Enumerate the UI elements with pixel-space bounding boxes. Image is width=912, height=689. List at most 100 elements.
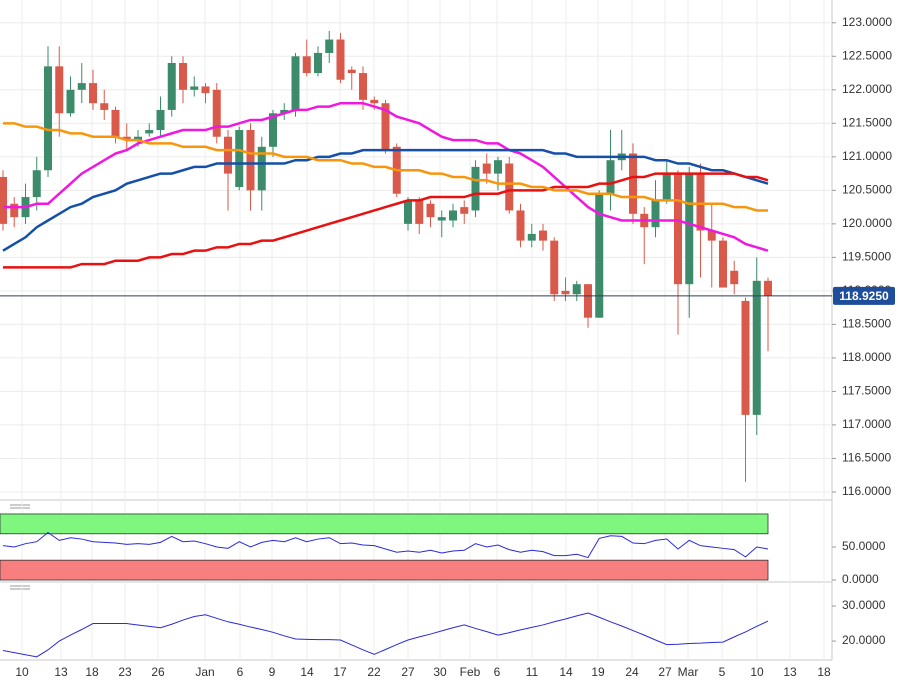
threshold-band bbox=[0, 513, 769, 535]
y-tick-label: 122.5000 bbox=[842, 48, 892, 62]
candle-body bbox=[257, 146, 266, 191]
y-tick-label: 117.5000 bbox=[842, 384, 891, 398]
candle-body bbox=[44, 66, 52, 171]
indicator-line bbox=[2, 531, 769, 559]
candle-body bbox=[302, 56, 311, 74]
candle-body bbox=[66, 89, 75, 114]
candle-body bbox=[527, 233, 536, 241]
y-tick-label: 121.0000 bbox=[842, 149, 892, 163]
candle-body bbox=[460, 207, 469, 214]
candle-body bbox=[0, 176, 7, 224]
moving-average bbox=[3, 122, 768, 212]
last-price-box bbox=[833, 286, 895, 305]
candle-body bbox=[730, 270, 739, 285]
y-tick-label: 117.0000 bbox=[842, 417, 891, 431]
x-tick-label: 17 bbox=[333, 665, 347, 679]
candle-body bbox=[707, 230, 716, 241]
candle-body bbox=[370, 99, 379, 104]
y-tick-label: 20.0000 bbox=[842, 633, 886, 647]
y-tick-label: 116.5000 bbox=[842, 451, 891, 465]
x-tick-label: 6 bbox=[237, 665, 244, 679]
x-tick-label: 18 bbox=[85, 665, 99, 679]
candle-body bbox=[606, 160, 615, 194]
x-tick-label: 14 bbox=[559, 665, 573, 679]
candle-body bbox=[145, 130, 154, 134]
candle-body bbox=[77, 83, 86, 90]
candle-body bbox=[246, 130, 255, 191]
y-tick-label: 122.0000 bbox=[842, 82, 892, 96]
x-tick-label: 26 bbox=[151, 665, 165, 679]
candle-body bbox=[764, 280, 772, 296]
x-tick-label: Jan bbox=[195, 665, 214, 679]
x-tick-label: 6 bbox=[494, 665, 501, 679]
candle-body bbox=[32, 170, 41, 198]
candle-body bbox=[122, 136, 131, 141]
candle-body bbox=[505, 163, 514, 211]
candle-body bbox=[494, 160, 502, 174]
candle-body bbox=[111, 109, 120, 137]
candle-body bbox=[674, 173, 682, 285]
threshold-band bbox=[0, 559, 769, 581]
mark-layer bbox=[0, 30, 832, 658]
candle-body bbox=[179, 63, 187, 90]
candle-body bbox=[190, 86, 199, 90]
candle-body bbox=[539, 230, 547, 241]
x-tick-label: 24 bbox=[625, 665, 639, 679]
x-tick-label: 23 bbox=[118, 665, 132, 679]
x-tick-label: 27 bbox=[401, 665, 415, 679]
candle-body bbox=[314, 52, 322, 74]
candle-body bbox=[482, 163, 491, 174]
candle-body bbox=[415, 200, 424, 224]
x-tick-label: Mar bbox=[678, 665, 699, 679]
candle-body bbox=[100, 103, 109, 110]
candle-body bbox=[404, 200, 412, 224]
candle-body bbox=[584, 284, 592, 318]
candle-body bbox=[651, 200, 660, 228]
x-tick-label: Feb bbox=[460, 665, 481, 679]
x-tick-label: 11 bbox=[526, 665, 539, 679]
x-tick-label: 5 bbox=[719, 665, 726, 679]
candle-body bbox=[235, 130, 244, 187]
candle-body bbox=[359, 73, 367, 100]
x-tick-label: 10 bbox=[15, 665, 29, 679]
moving-average bbox=[3, 172, 769, 269]
candle-body bbox=[336, 39, 345, 80]
y-tick-label: 50.0000 bbox=[842, 539, 886, 553]
y-tick-label: 120.0000 bbox=[842, 216, 892, 230]
x-tick-label: 14 bbox=[300, 665, 314, 679]
x-tick-label: 18 bbox=[817, 665, 831, 679]
x-tick-label: 13 bbox=[783, 665, 797, 679]
y-tick-label: 121.5000 bbox=[842, 115, 892, 129]
candle-body bbox=[134, 136, 142, 141]
candle-body bbox=[325, 39, 334, 53]
drag-handle[interactable] bbox=[10, 585, 30, 590]
candle-body bbox=[224, 136, 232, 174]
y-tick-label: 119.5000 bbox=[842, 250, 891, 264]
candle-body bbox=[89, 83, 97, 104]
candle-body bbox=[629, 153, 637, 214]
x-tick-label: 19 bbox=[591, 665, 605, 679]
candle-body bbox=[347, 69, 356, 74]
candle-body bbox=[10, 203, 19, 218]
x-tick-label: 13 bbox=[54, 665, 68, 679]
y-tick-label: 30.0000 bbox=[842, 598, 886, 612]
candle-body bbox=[561, 290, 570, 295]
candle-body bbox=[449, 210, 457, 221]
y-tick-label: 120.5000 bbox=[842, 183, 892, 197]
x-tick-label: 22 bbox=[367, 665, 381, 679]
candle-body bbox=[550, 240, 559, 295]
y-tick-label: 116.0000 bbox=[842, 484, 891, 498]
moving-average bbox=[2, 148, 769, 252]
candle-body bbox=[595, 193, 604, 318]
drag-handle[interactable] bbox=[10, 504, 30, 509]
candle-body bbox=[55, 66, 64, 114]
candle-body bbox=[516, 210, 525, 241]
candle-body bbox=[167, 63, 176, 110]
candle-body bbox=[741, 300, 750, 415]
candle-body bbox=[201, 86, 210, 94]
candle-body bbox=[381, 103, 390, 151]
x-tick-label: 10 bbox=[750, 665, 764, 679]
candle-body bbox=[269, 113, 277, 147]
candle-body bbox=[719, 240, 727, 288]
